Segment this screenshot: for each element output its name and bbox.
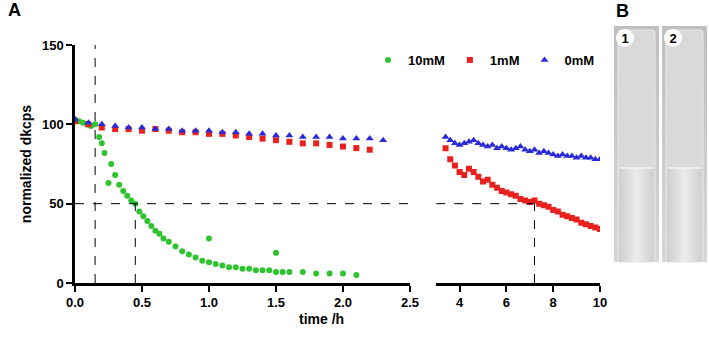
html-text:A: A <box>8 0 21 20</box>
svg-text:4: 4 <box>456 295 464 310</box>
svg-text:1: 1 <box>621 31 628 46</box>
svg-text:B: B <box>616 1 629 21</box>
svg-text:6: 6 <box>503 295 510 310</box>
svg-text:8: 8 <box>550 295 557 310</box>
svg-text:1.5: 1.5 <box>267 295 285 310</box>
svg-text:50: 50 <box>49 196 63 211</box>
svg-text:2: 2 <box>669 31 676 46</box>
svg-text:150: 150 <box>42 38 64 53</box>
svg-text:time /h: time /h <box>299 311 344 327</box>
svg-text:10: 10 <box>593 295 607 310</box>
svg-text:100: 100 <box>42 117 64 132</box>
svg-text:1mM: 1mM <box>490 53 520 68</box>
svg-text:0.0: 0.0 <box>66 295 84 310</box>
svg-text:1.0: 1.0 <box>200 295 218 310</box>
svg-text:0.5: 0.5 <box>133 295 151 310</box>
svg-text:2.0: 2.0 <box>334 295 352 310</box>
svg-text:normalized dkcps: normalized dkcps <box>18 105 34 223</box>
svg-text:0: 0 <box>56 276 63 291</box>
svg-text:10mM: 10mM <box>408 53 445 68</box>
svg-text:2.5: 2.5 <box>401 295 419 310</box>
svg-text:0mM: 0mM <box>564 53 594 68</box>
